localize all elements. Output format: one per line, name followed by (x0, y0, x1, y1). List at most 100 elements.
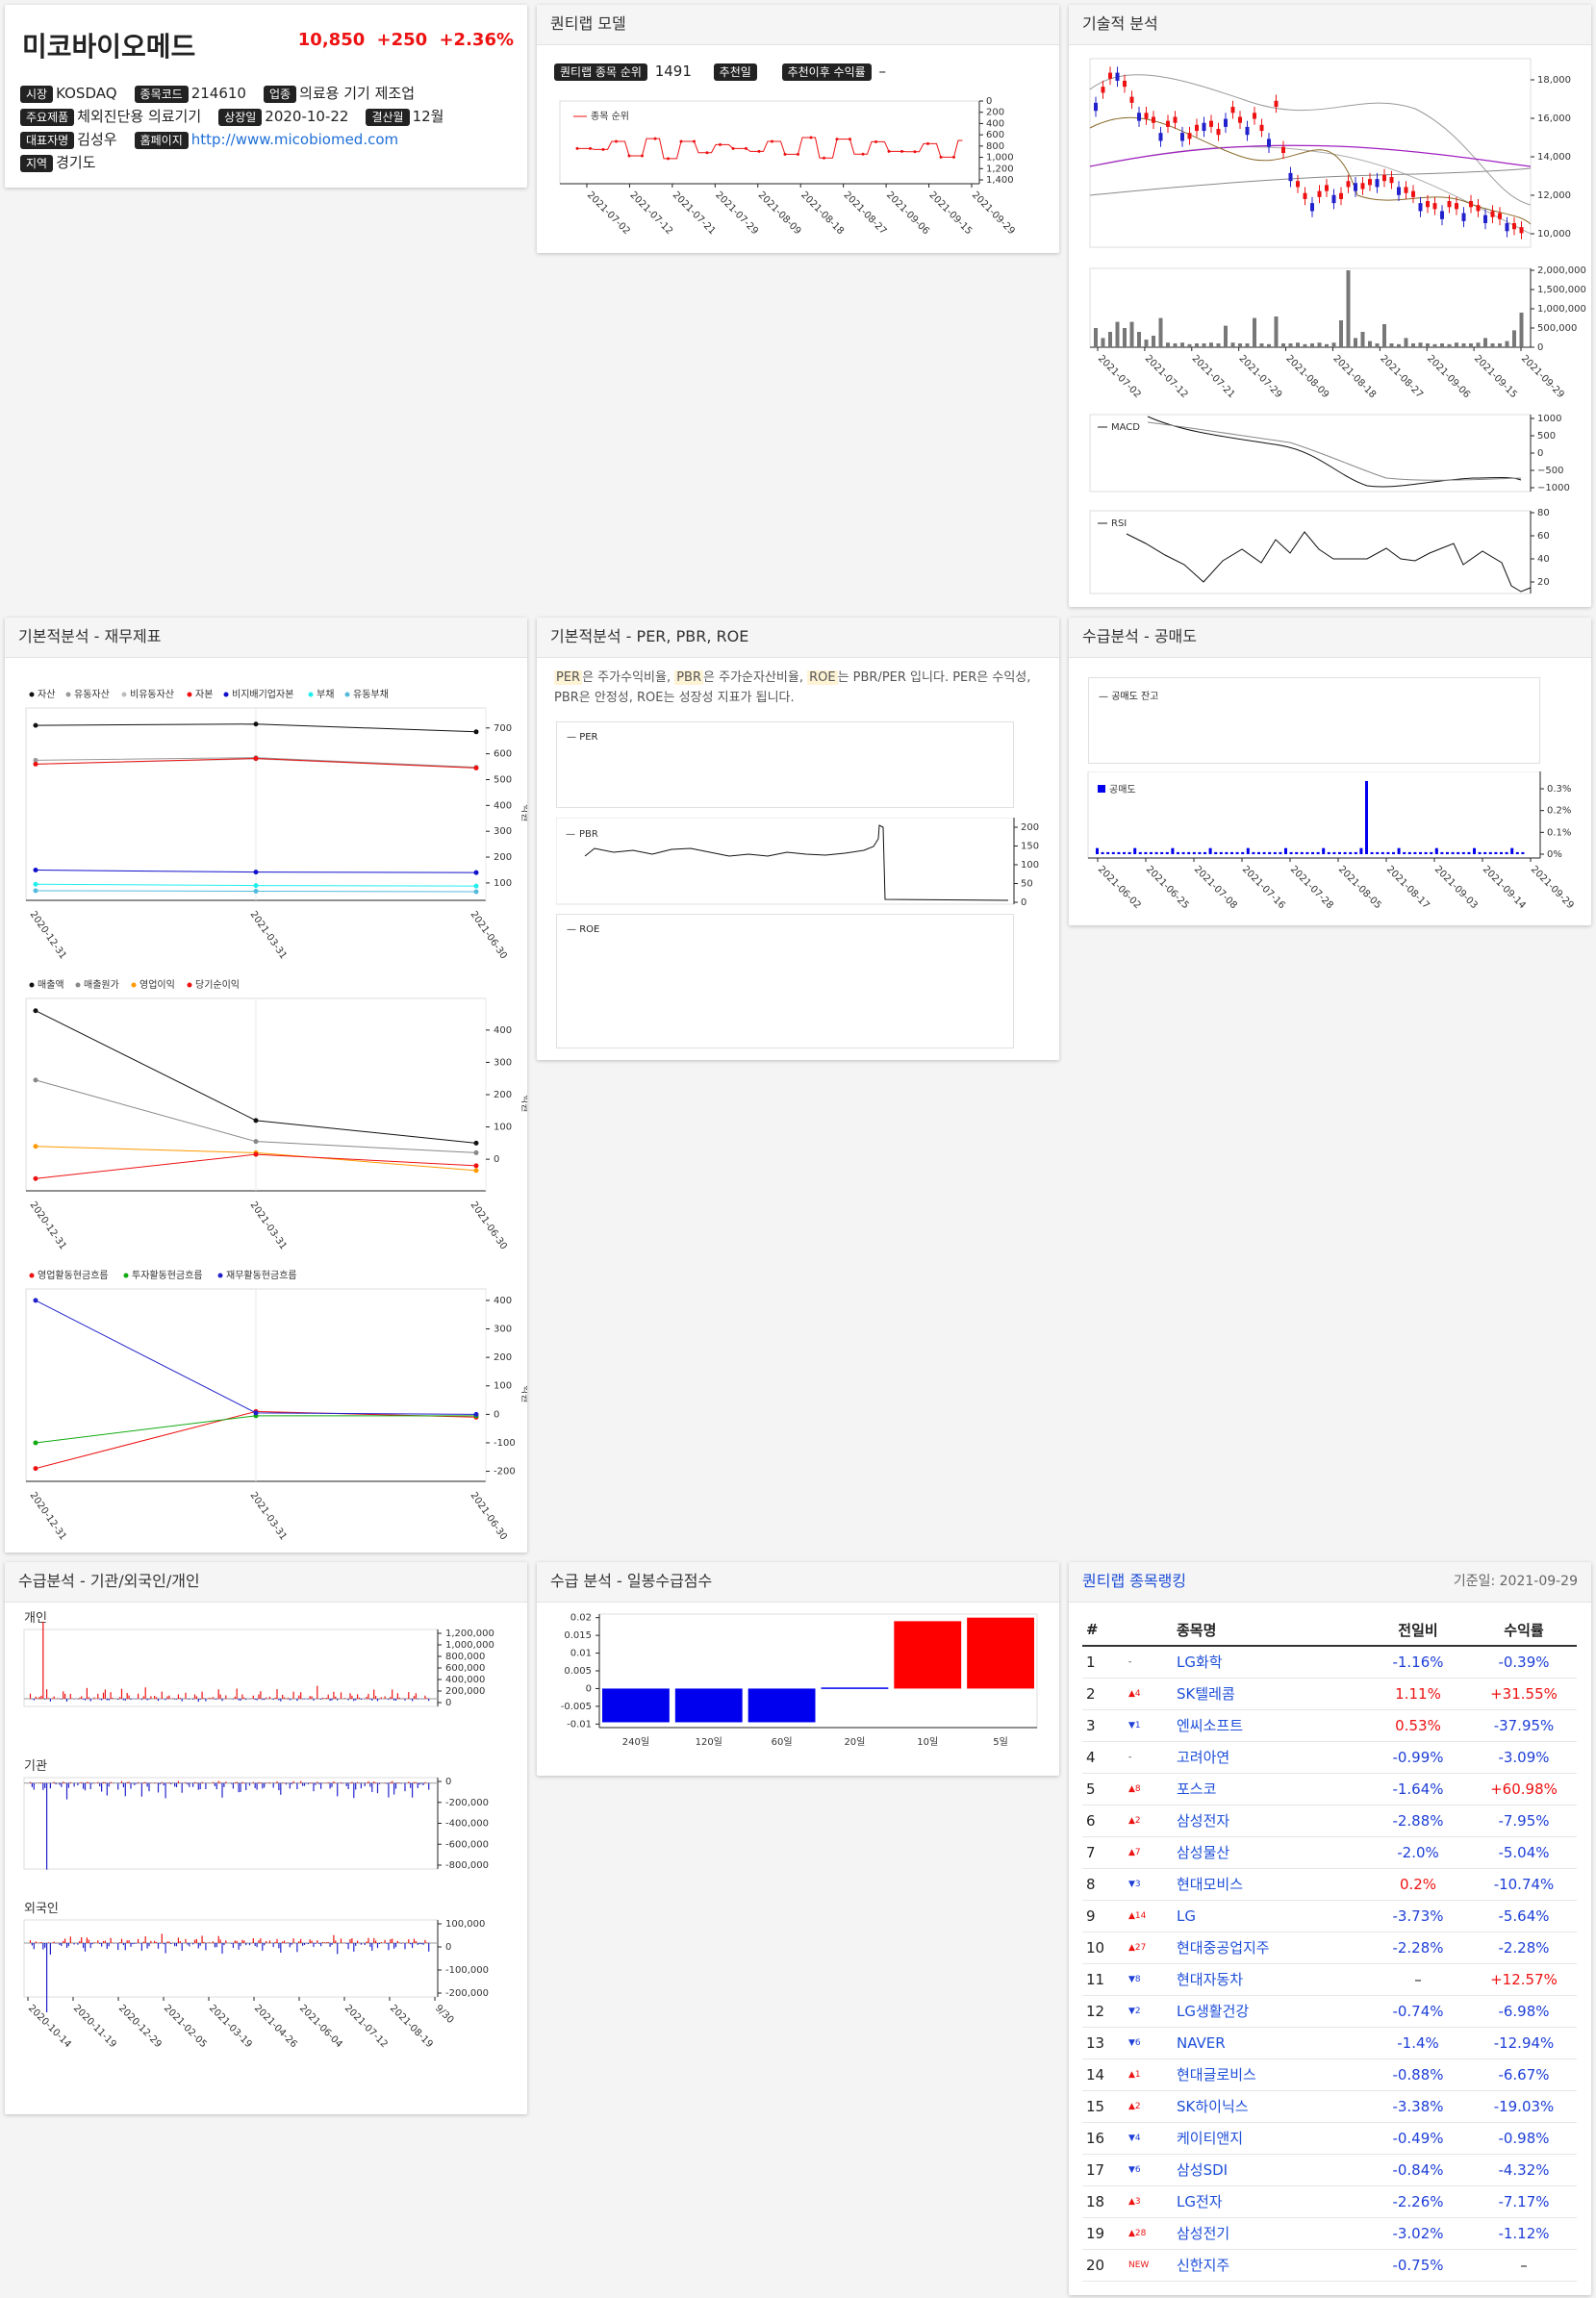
supply-bar (293, 1692, 294, 1699)
supply-bar (395, 1943, 396, 1947)
supply-bar (74, 1699, 75, 1700)
stock-name[interactable]: 케이티앤지 (1173, 2122, 1365, 2154)
stock-name[interactable]: 삼성전기 (1173, 2217, 1365, 2249)
supply-bar (180, 1698, 181, 1699)
rank-number: 16 (1082, 2122, 1125, 2154)
short-bar (1268, 852, 1271, 854)
stock-name[interactable]: LG생활건강 (1173, 1995, 1365, 2027)
supply-bar (371, 1783, 372, 1792)
fin-ytick: -200 (494, 1467, 516, 1477)
price-ytick: 14,000 (1537, 152, 1571, 163)
day-change: -1.16% (1365, 1646, 1471, 1678)
stock-name[interactable]: LG전자 (1173, 2185, 1365, 2217)
supply-bar (416, 1782, 417, 1783)
rank-point (654, 138, 657, 140)
supply-bar (397, 1693, 398, 1699)
supply-bar (196, 1939, 197, 1943)
short-bar (1236, 852, 1239, 854)
supply-bar (218, 1936, 219, 1943)
stock-name[interactable]: LG화학 (1173, 1646, 1365, 1678)
supply-bar (83, 1699, 84, 1700)
supply-bar (166, 1697, 167, 1699)
quant-xtick: 2021-08-09 (756, 189, 803, 237)
ranking-row: 16 ▼4 케이티앤지 -0.49% -0.98% (1082, 2122, 1577, 2154)
supply-bar (231, 1943, 232, 1944)
fin-point (474, 1141, 479, 1146)
fin-point (254, 756, 259, 761)
stock-name[interactable]: 고려아연 (1173, 1741, 1365, 1773)
volume-bar (1166, 342, 1170, 347)
supply-bar (198, 1943, 199, 1948)
stock-name[interactable]: 삼성전자 (1173, 1805, 1365, 1836)
candle (1419, 203, 1423, 211)
fin-point (254, 1118, 259, 1123)
volume-bar (1094, 328, 1098, 347)
rank-number: 20 (1082, 2249, 1125, 2281)
supply-bar (361, 1699, 362, 1700)
stock-name[interactable]: 삼성물산 (1173, 1836, 1365, 1868)
supply-bar (105, 1689, 106, 1699)
ranking-title[interactable]: 퀀티랩 종목랭킹 (1082, 1562, 1186, 1602)
ranking-table: # 종목명 전일비 수익률 1- LG화학 -1.16% -0.39% 2 ▲4 SK텔레콤… (1082, 1614, 1577, 2282)
short-bar (1317, 852, 1320, 854)
stock-name[interactable]: LG (1173, 1900, 1365, 1932)
ranking-row: 20 NEW 신한지주 -0.75% – (1082, 2249, 1577, 2281)
supply-bar (276, 1689, 277, 1699)
supply-bar (101, 1943, 102, 1947)
financials-title: 기본적분석 - 재무제표 (5, 618, 527, 658)
volume-bar (1152, 336, 1155, 347)
stock-name[interactable]: 포스코 (1173, 1773, 1365, 1805)
supply-bar (313, 1783, 314, 1791)
supply-bar (280, 1783, 281, 1795)
pbr-ytick: 150 (1021, 842, 1039, 852)
supply-ytick: -600,000 (445, 1839, 489, 1850)
fin-xtick: 2020-12-31 (28, 1200, 68, 1251)
short-bar (1241, 852, 1244, 854)
supply-xtick: 2021-08-19 (388, 2003, 435, 2050)
stock-name[interactable]: 신한지주 (1173, 2249, 1365, 2281)
stock-name[interactable]: 현대글로비스 (1173, 2058, 1365, 2090)
supply-bar (99, 1783, 100, 1786)
supply-bar (154, 1696, 155, 1699)
stock-name[interactable]: 삼성SDI (1173, 2154, 1365, 2185)
supply-bar (70, 1936, 71, 1943)
supply-bar (414, 1696, 415, 1699)
short-bar (1230, 852, 1233, 854)
stock-name[interactable]: NAVER (1173, 2027, 1365, 2058)
supply-bar (64, 1694, 65, 1699)
rank-number: 6 (1082, 1805, 1125, 1836)
supply-bar (328, 1782, 329, 1783)
supply-bar (107, 1699, 108, 1701)
supply-bar (154, 1941, 155, 1943)
stock-name[interactable]: 현대중공업지주 (1173, 1932, 1365, 1963)
supply-bar (103, 1693, 104, 1699)
short-balance-chart: — 공매도 잔고 (1088, 677, 1540, 764)
stock-name[interactable]: 현대모비스 (1173, 1868, 1365, 1900)
stock-name[interactable]: SK하이닉스 (1173, 2090, 1365, 2122)
price-ytick: 12,000 (1537, 190, 1571, 201)
candle (1483, 215, 1487, 223)
short-bar (1177, 852, 1179, 854)
supply-bar (416, 1693, 417, 1699)
short-bar (1408, 852, 1411, 854)
fin-xtick: 2021-03-31 (248, 1200, 289, 1251)
fin-legend: 매출액 (38, 979, 64, 991)
stock-name[interactable]: SK텔레콤 (1173, 1678, 1365, 1709)
rank-number: 12 (1082, 1995, 1125, 2027)
return-rate: – (1471, 2249, 1577, 2281)
info-value[interactable]: http://www.micobiomed.com (191, 131, 398, 148)
supply-bar (412, 1943, 413, 1948)
supply-bar (180, 1941, 181, 1943)
supply-bar (302, 1699, 303, 1700)
supply-bar (348, 1783, 349, 1789)
supply-bar (132, 1783, 133, 1784)
info-value: 체외진단용 의료기기 (77, 108, 201, 125)
stock-name[interactable]: 현대자동차 (1173, 1963, 1365, 1995)
supply-bar (318, 1783, 319, 1784)
volume-bar (1145, 340, 1149, 347)
supply-bar (220, 1782, 221, 1783)
supply-bar (235, 1782, 236, 1783)
rank-number: 18 (1082, 2185, 1125, 2217)
volume-bar (1433, 344, 1437, 347)
stock-name[interactable]: 엔씨소프트 (1173, 1709, 1365, 1741)
